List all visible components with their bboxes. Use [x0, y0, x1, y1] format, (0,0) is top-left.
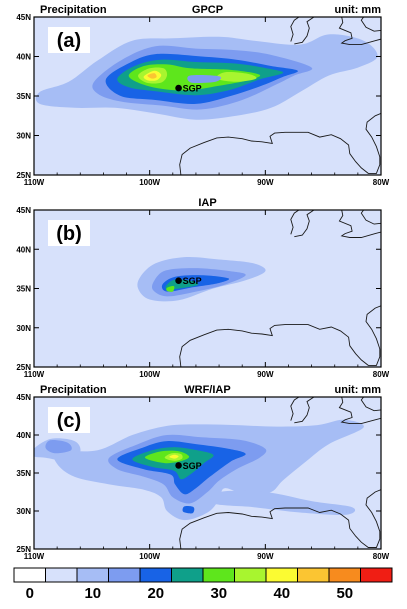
colorbar-swatch [328, 567, 361, 583]
coastline [294, 397, 315, 424]
y-tick-label: 25N [16, 545, 31, 554]
precip-region-35mm [169, 454, 179, 459]
sgp-site-label: SGP [183, 84, 202, 94]
left-title: Precipitation [40, 384, 107, 396]
sgp-site-label: SGP [183, 461, 202, 471]
x-tick-label: 110W [24, 178, 45, 187]
units-title: unit: mm [335, 4, 382, 16]
y-tick-label: 40N [16, 431, 31, 440]
coastline [360, 210, 381, 225]
sgp-site-label: SGP [183, 276, 202, 286]
x-tick-label: 110W [24, 370, 45, 379]
colorbar-swatch [297, 567, 330, 583]
precip-region-40mm [147, 73, 157, 79]
left-title: Precipitation [40, 4, 107, 16]
map-panel-1: 110W 100W 90W 80W 45N 40N 35N 30N 25N IAP (b) SGP [16, 197, 390, 379]
precip-region-10mm [45, 440, 72, 454]
coastline [290, 210, 300, 235]
map-panel-2: 110W 100W 90W 80W 45N 40N 35N 30N 25N WRF/IAP Prec… [16, 384, 390, 561]
coastline [338, 210, 381, 238]
precip-region-25mm [166, 285, 175, 292]
y-tick-label: 35N [16, 92, 31, 101]
panel-title: WRF/IAP [184, 384, 230, 396]
x-tick-label: 80W [373, 552, 390, 561]
x-tick-label: 100W [139, 178, 160, 187]
coastline [360, 17, 381, 32]
colorbar-label: 40 [273, 585, 290, 602]
colorbar-swatch [234, 567, 267, 583]
colorbar-swatch [265, 567, 298, 583]
coastline [179, 305, 381, 367]
y-tick-label: 40N [16, 245, 31, 254]
x-tick-label: 80W [373, 370, 390, 379]
coastline [338, 17, 381, 46]
colorbar-label: 10 [84, 585, 101, 602]
colorbar-swatch [76, 567, 109, 583]
panel-tag: (c) [57, 410, 81, 432]
panel-tag-box [48, 220, 90, 246]
y-tick-label: 45N [16, 206, 31, 215]
y-tick-label: 40N [16, 53, 31, 62]
sgp-site-marker [175, 84, 182, 92]
y-tick-label: 25N [16, 171, 31, 180]
colorbar-label: 0 [26, 585, 34, 602]
x-tick-label: 90W [257, 178, 274, 187]
y-tick-label: 35N [16, 469, 31, 478]
coastline [324, 189, 385, 199]
y-tick-label: 30N [16, 132, 31, 141]
precip-region-10mm [187, 74, 222, 84]
y-tick-label: 45N [16, 393, 31, 402]
x-tick-label: 110W [24, 552, 45, 561]
y-tick-label: 30N [16, 507, 31, 516]
coastline [360, 397, 381, 412]
y-tick-label: 30N [16, 324, 31, 333]
precip-region-30mm [216, 72, 257, 82]
coastline [338, 397, 381, 425]
x-tick-label: 80W [373, 178, 390, 187]
y-tick-label: 45N [16, 13, 31, 22]
colorbar-swatch [360, 567, 393, 583]
x-tick-label: 100W [139, 370, 160, 379]
colorbar-swatch [108, 567, 141, 583]
coastline [294, 17, 315, 45]
panel-tag: (a) [57, 30, 81, 52]
colorbar-label: 20 [147, 585, 164, 602]
coastline [290, 17, 300, 42]
precip-region-5mm [210, 490, 356, 516]
y-tick-label: 35N [16, 285, 31, 294]
precip-region-15mm [182, 506, 195, 514]
colorbar: 0 10 20 30 40 50 [13, 567, 393, 602]
map-panel-0: 110W 100W 90W 80W 45N 40N 35N 30N 25N GPCP Precipi… [16, 4, 390, 199]
coastline [179, 489, 381, 549]
colorbar-label: 30 [210, 585, 227, 602]
x-tick-label: 90W [257, 370, 274, 379]
sgp-site-marker [175, 462, 182, 469]
colorbar-swatch [171, 567, 204, 583]
sgp-site-marker [175, 277, 182, 284]
colorbar-label: 50 [336, 585, 353, 602]
coastline [290, 397, 300, 421]
x-tick-label: 100W [139, 552, 160, 561]
units-title: unit: mm [335, 384, 382, 396]
panel-tag-box [48, 27, 90, 53]
x-tick-label: 90W [257, 552, 274, 561]
panel-title: IAP [198, 197, 216, 209]
colorbar-swatch [45, 567, 78, 583]
coastline [179, 112, 381, 175]
y-tick-label: 25N [16, 363, 31, 372]
colorbar-swatch [139, 567, 172, 583]
panel-tag: (b) [56, 223, 82, 245]
colorbar-swatch [13, 567, 46, 583]
coastline [294, 210, 315, 238]
panel-tag-box [48, 407, 90, 433]
panel-title: GPCP [192, 4, 223, 16]
colorbar-swatch [202, 567, 235, 583]
